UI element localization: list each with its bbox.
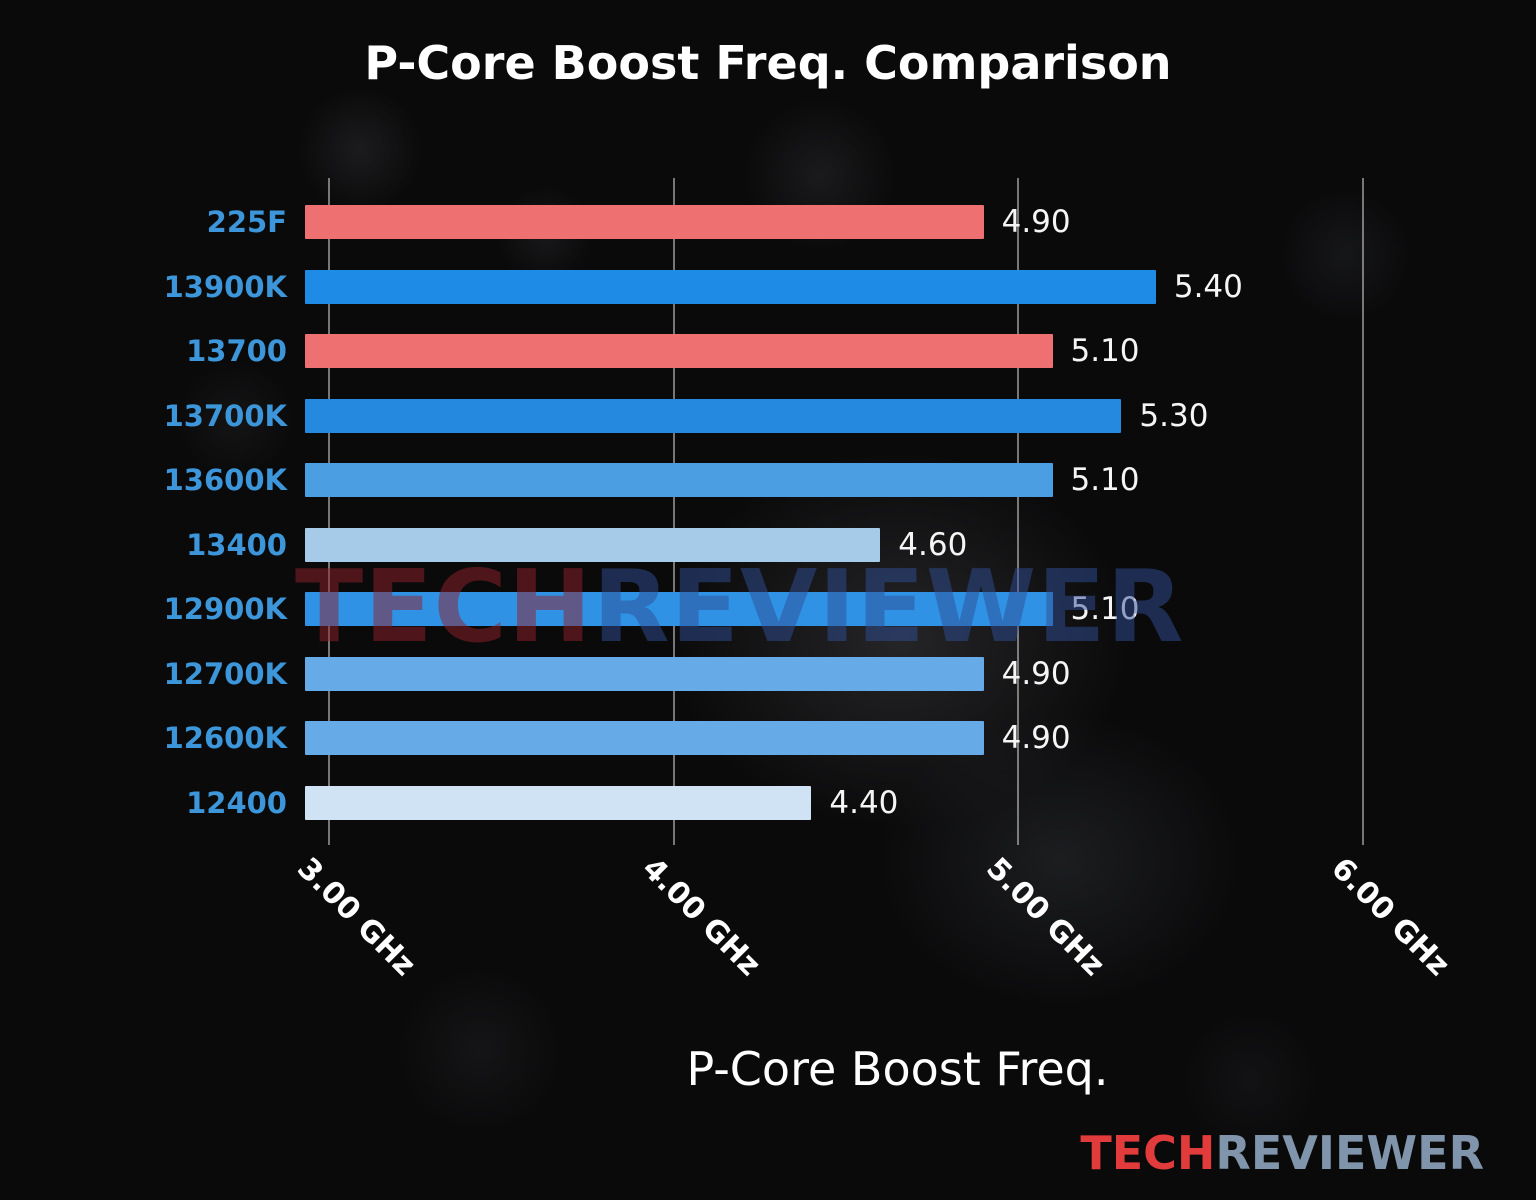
value-label: 5.10: [1070, 333, 1140, 370]
plot-area: 225F 4.90 13900K 5.40 13700 5.10 13700K 5.30 136…: [164, 178, 1490, 983]
category-label: 13700K: [163, 398, 287, 433]
value-label: 5.40: [1173, 268, 1243, 305]
bar-row: 13600K 5.10: [164, 448, 1490, 513]
category-label: 12900K: [163, 592, 287, 627]
value-label: 4.90: [1001, 655, 1071, 692]
category-label: 12600K: [163, 721, 287, 756]
bar-row: 12900K 5.10: [164, 577, 1490, 642]
bar-row: 12600K 4.90: [164, 706, 1490, 771]
x-tick-label: 6.00 GHz: [1323, 851, 1456, 983]
gridline: [328, 178, 331, 845]
category-label: 12400: [186, 785, 287, 820]
bar-225f: [305, 205, 984, 240]
brand-logo-tech: TECH: [1080, 1126, 1216, 1180]
bar-13700k: [305, 398, 1122, 433]
bar-row: 13400 4.60: [186, 513, 1490, 578]
bar-12600k: [305, 721, 984, 756]
bars-container: 225F 4.90 13900K 5.40 13700 5.10 13700K 5.30 136…: [164, 190, 1490, 836]
value-label: 4.40: [829, 784, 899, 821]
bar-12400: [305, 785, 812, 820]
category-label: 13700: [186, 334, 287, 369]
bar-12700k: [305, 656, 984, 691]
bar-12900k: [305, 592, 1053, 627]
gridlines-container: [305, 178, 1490, 845]
bar-13600k: [305, 463, 1053, 498]
brand-logo: TECHREVIEWER: [1080, 1126, 1484, 1180]
bar-row: 12700K 4.90: [164, 642, 1490, 707]
category-label: 12700K: [163, 656, 287, 691]
chart-title: P-Core Boost Freq. Comparison: [364, 36, 1172, 90]
value-label: 5.10: [1070, 591, 1140, 628]
x-axis-ticks: 3.00 GHz 4.00 GHz 5.00 GHz 6.00 GHz: [290, 835, 1490, 1045]
value-label: 5.30: [1139, 397, 1209, 434]
bar-13400: [305, 527, 881, 562]
gridline: [1017, 178, 1020, 845]
category-label: 225F: [206, 205, 287, 240]
value-label: 4.90: [1001, 204, 1071, 241]
x-tick-label: 5.00 GHz: [979, 851, 1112, 983]
bar-row: 225F 4.90: [207, 190, 1490, 255]
value-label: 4.60: [898, 526, 968, 563]
brand-logo-reviewer: REVIEWER: [1215, 1126, 1484, 1180]
bar-row: 12400 4.40: [186, 771, 1490, 836]
bar-row: 13900K 5.40: [164, 255, 1490, 320]
category-label: 13400: [186, 527, 287, 562]
value-label: 4.90: [1001, 720, 1071, 757]
category-label: 13900K: [163, 269, 287, 304]
x-axis-label: P-Core Boost Freq.: [686, 1042, 1109, 1096]
gridline: [1361, 178, 1364, 845]
bar-13700: [305, 334, 1053, 369]
category-label: 13600K: [163, 463, 287, 498]
x-tick-label: 3.00 GHz: [290, 851, 423, 983]
value-label: 5.10: [1070, 462, 1140, 499]
gridline: [672, 178, 675, 845]
bar-row: 13700K 5.30: [164, 384, 1490, 449]
x-tick-label: 4.00 GHz: [634, 851, 767, 983]
bar-13900k: [305, 269, 1156, 304]
bar-row: 13700 5.10: [186, 319, 1490, 384]
